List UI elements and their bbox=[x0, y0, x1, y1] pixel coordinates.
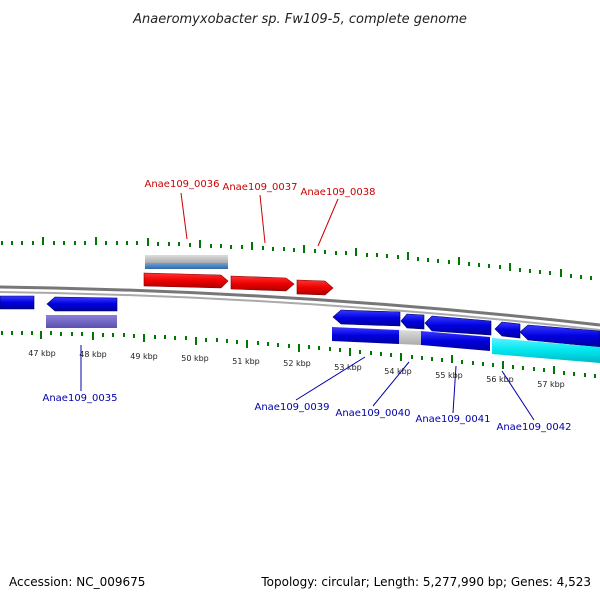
forward-tick-row bbox=[1, 237, 592, 280]
reverse-tick-row bbox=[1, 331, 596, 378]
gene-arrow-anae109-0037[interactable] bbox=[230, 275, 295, 292]
gene-arrow-anae109-0036[interactable] bbox=[143, 272, 229, 289]
gene-label-anae109-0037[interactable]: Anae109_0037 bbox=[223, 182, 298, 193]
gene-arrow-right-edge[interactable] bbox=[519, 324, 600, 348]
scale-label: 49 kbp bbox=[130, 352, 158, 361]
gene-label-anae109-0035[interactable]: Anae109_0035 bbox=[43, 393, 118, 404]
leader-line bbox=[317, 198, 339, 247]
gene-arrow-anae109-0038[interactable] bbox=[296, 279, 334, 296]
feature-cyan-bar[interactable] bbox=[492, 338, 600, 363]
scale-labels: 47 kbp 48 kbp 49 kbp 50 kbp 51 kbp 52 kb… bbox=[28, 349, 565, 389]
gene-label-anae109-0040[interactable]: Anae109_0040 bbox=[336, 408, 411, 419]
scale-label: 51 kbp bbox=[232, 357, 260, 366]
scale-label: 52 kbp bbox=[283, 359, 311, 368]
feature-gray-bar[interactable] bbox=[145, 255, 228, 263]
reverse-genes bbox=[0, 295, 600, 363]
gene-arrow-anae109-0041[interactable] bbox=[424, 315, 492, 336]
leader-line bbox=[295, 356, 366, 401]
scale-label: 55 kbp bbox=[435, 371, 463, 380]
scale-label: 57 kbp bbox=[537, 380, 565, 389]
scale-label: 56 kbp bbox=[486, 375, 514, 384]
gene-arrow-anae109-0039[interactable] bbox=[332, 309, 401, 327]
feature-blue-bar-2[interactable] bbox=[421, 331, 490, 351]
gene-arrow-anae109-0042[interactable] bbox=[494, 321, 521, 339]
feature-blue-bar[interactable] bbox=[332, 327, 399, 344]
leader-line bbox=[372, 361, 410, 407]
leader-line bbox=[259, 194, 266, 244]
genome-backbone bbox=[0, 285, 600, 331]
leader-line bbox=[452, 365, 457, 414]
scale-label: 54 kbp bbox=[384, 367, 412, 376]
genome-summary-text: Topology: circular; Length: 5,277,990 bp… bbox=[260, 575, 591, 589]
gene-label-anae109-0036[interactable]: Anae109_0036 bbox=[145, 179, 220, 190]
scale-label: 50 kbp bbox=[181, 354, 209, 363]
feature-steel-bar[interactable] bbox=[145, 263, 228, 269]
accession-text: Accession: NC_009675 bbox=[9, 575, 145, 589]
gene-arrow-anae109-0040[interactable] bbox=[400, 313, 425, 330]
gene-label-anae109-0042[interactable]: Anae109_0042 bbox=[497, 422, 572, 433]
gene-arrow-left-edge[interactable] bbox=[0, 295, 35, 310]
leader-line bbox=[501, 370, 535, 421]
scale-label: 48 kbp bbox=[79, 350, 107, 359]
genome-title: Anaeromyxobacter sp. Fw109-5, complete g… bbox=[132, 12, 467, 27]
gene-label-anae109-0039[interactable]: Anae109_0039 bbox=[255, 402, 330, 413]
forward-gene-labels: Anae109_0036 Anae109_0037 Anae109_0038 bbox=[145, 179, 376, 247]
leader-line bbox=[180, 192, 188, 240]
gene-label-anae109-0041[interactable]: Anae109_0041 bbox=[416, 414, 491, 425]
gene-label-anae109-0038[interactable]: Anae109_0038 bbox=[301, 187, 376, 198]
feature-gray-segment[interactable] bbox=[399, 330, 421, 345]
scale-label: 47 kbp bbox=[28, 349, 56, 358]
feature-purple-bar[interactable] bbox=[46, 315, 117, 328]
gene-arrow-anae109-0035[interactable] bbox=[46, 296, 118, 312]
forward-genes bbox=[143, 255, 334, 296]
reverse-gene-labels: Anae109_0035 Anae109_0039 Anae109_0040 A… bbox=[43, 345, 572, 433]
